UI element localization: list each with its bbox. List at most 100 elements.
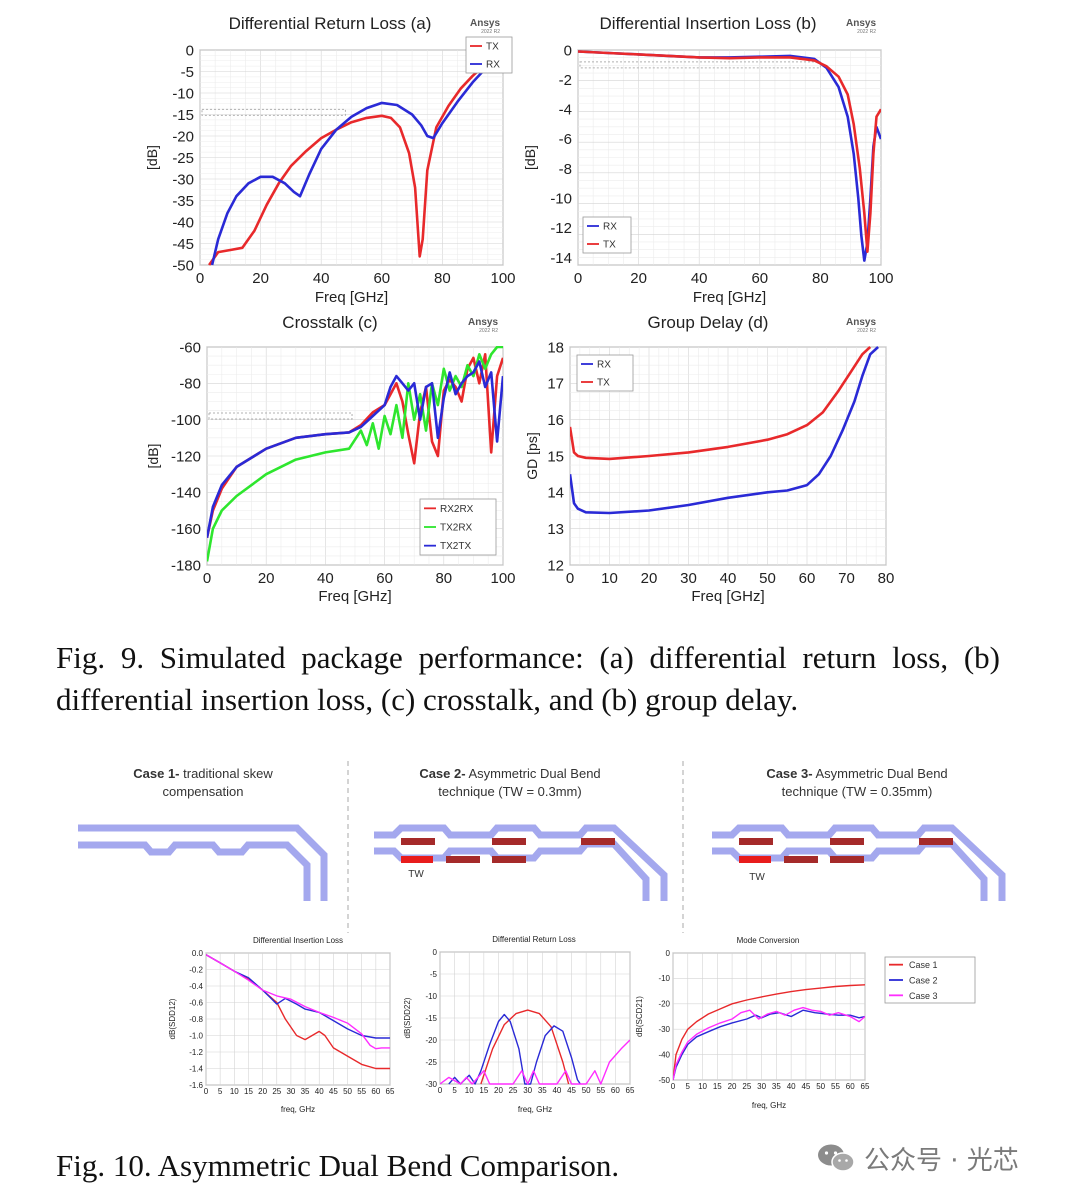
- y-tick-label: -5: [430, 970, 438, 979]
- x-tick-label: 40: [691, 270, 708, 287]
- y-tick-label: -25: [172, 150, 194, 167]
- y-tick-label: -15: [425, 1014, 437, 1023]
- legend: RX2RX TX2RX TX2TX: [419, 498, 497, 556]
- y-tick-label: -40: [658, 1050, 670, 1059]
- y-tick-label: 15: [547, 448, 564, 465]
- x-tick-label: 50: [343, 1087, 352, 1096]
- x-tick-label: 60: [611, 1086, 620, 1095]
- chart-title: Mode Conversion: [737, 936, 800, 945]
- tw-block: [401, 856, 433, 863]
- x-tick-label: 15: [479, 1086, 488, 1095]
- legend-label: Case 3: [909, 991, 938, 1001]
- legend: Case 1 Case 2 Case 3: [884, 956, 976, 1004]
- y-tick-label: -0.8: [189, 1015, 203, 1024]
- series-line-tx: [208, 57, 498, 266]
- x-tick-label: 10: [698, 1082, 707, 1091]
- x-tick-label: 40: [315, 1087, 324, 1096]
- pad-block: [830, 838, 864, 845]
- x-tick-label: 20: [494, 1086, 503, 1095]
- x-axis-label: Freq [GHz]: [691, 588, 764, 605]
- y-tick-label: -20: [172, 128, 194, 145]
- case-title-rest: Asymmetric Dual Bend: [466, 766, 601, 781]
- series-line-case-1: [480, 1009, 570, 1085]
- legend: RX TX: [576, 354, 634, 392]
- x-axis-label: Freq [GHz]: [693, 289, 766, 306]
- x-tick-label: 25: [742, 1082, 751, 1091]
- series-line-case-3: [440, 1039, 630, 1085]
- legend: RX TX: [582, 216, 632, 254]
- pad-block: [446, 856, 480, 863]
- x-tick-label: 30: [523, 1086, 532, 1095]
- ansys-version: 2022 R2: [857, 29, 876, 35]
- x-tick-label: 50: [816, 1082, 825, 1091]
- legend-box: [576, 354, 634, 392]
- y-tick-label: -8: [559, 161, 572, 178]
- y-tick-label: -60: [179, 339, 201, 356]
- x-tick-label: 60: [371, 1087, 380, 1096]
- series-line-rx: [570, 346, 879, 515]
- x-tick-label: 20: [252, 270, 269, 287]
- case-title-line2: compensation: [163, 784, 244, 799]
- y-tick-label: -10: [658, 974, 670, 983]
- tw-label: TW: [749, 872, 765, 883]
- y-tick-label: -15: [172, 107, 194, 124]
- y-tick-label: -0.2: [189, 965, 203, 974]
- y-tick-label: -180: [171, 557, 201, 574]
- pad-block: [784, 856, 818, 863]
- x-axis-label: Freq [GHz]: [315, 289, 388, 306]
- y-tick-label: -1.6: [189, 1081, 203, 1090]
- x-tick-label: 0: [204, 1087, 209, 1096]
- x-tick-label: 80: [434, 270, 451, 287]
- series-line-rx: [210, 59, 498, 266]
- series-line-case-1: [673, 984, 865, 1081]
- gridlines: [439, 951, 631, 1085]
- y-tick-label: -80: [179, 376, 201, 393]
- diff-trace-outer: [78, 824, 328, 901]
- x-tick-label: 65: [386, 1087, 395, 1096]
- chart-a: 0 20 40 60 80 100 0 -5 -10 -15 -20 -25 -30 -35 -40 -45 -…: [144, 14, 516, 306]
- x-tick-label: 40: [552, 1086, 561, 1095]
- x-tick-label: 100: [490, 570, 515, 587]
- y-tick-label: -10: [425, 992, 437, 1001]
- x-tick-label: 0: [566, 570, 574, 587]
- y-axis-label: [dB]: [144, 145, 160, 170]
- x-tick-label: 30: [757, 1082, 766, 1091]
- x-tick-label: 40: [313, 270, 330, 287]
- ansys-logo: Ansys: [468, 317, 498, 328]
- figure-10-caption: Fig. 10. Asymmetric Dual Bend Comparison…: [56, 1148, 620, 1183]
- y-tick-label: -30: [172, 171, 194, 188]
- y-tick-label: -10: [172, 85, 194, 102]
- ansys-logo: Ansys: [846, 18, 876, 29]
- x-tick-label: 70: [838, 570, 855, 587]
- y-tick-label: -20: [658, 1000, 670, 1009]
- y-tick-label: -6: [559, 131, 572, 148]
- gridlines: [205, 952, 391, 1086]
- x-tick-label: 60: [846, 1082, 855, 1091]
- y-tick-label: -1.4: [189, 1064, 203, 1073]
- case-title-line2: technique (TW = 0.35mm): [782, 784, 933, 799]
- x-tick-label: 20: [630, 270, 647, 287]
- legend-label: TX: [603, 240, 616, 251]
- wechat-icon: [818, 1144, 855, 1172]
- legend-label: RX: [603, 222, 617, 233]
- legend-label: RX2RX: [440, 504, 474, 515]
- x-axis-label: freq, GHz: [281, 1105, 315, 1114]
- case-title-line1: Case 1- traditional skew: [133, 766, 273, 781]
- x-tick-label: 0: [196, 270, 204, 287]
- pad-block: [830, 856, 864, 863]
- series-line-case-3: [206, 954, 390, 1050]
- y-axis-label: [dB]: [145, 444, 161, 469]
- x-tick-label: 0: [438, 1086, 443, 1095]
- ansys-logo: Ansys: [470, 18, 500, 29]
- x-tick-label: 15: [713, 1082, 722, 1091]
- legend-label: TX: [597, 378, 610, 389]
- y-tick-label: -1.2: [189, 1048, 203, 1057]
- y-tick-label: -0.6: [189, 998, 203, 1007]
- legend-label: RX: [597, 360, 611, 371]
- x-tick-label: 60: [751, 270, 768, 287]
- x-tick-label: 35: [538, 1086, 547, 1095]
- y-axis-label: GD [ps]: [524, 432, 540, 479]
- legend-label: Case 1: [909, 960, 938, 970]
- x-tick-label: 80: [435, 570, 452, 587]
- pad-block: [401, 838, 435, 845]
